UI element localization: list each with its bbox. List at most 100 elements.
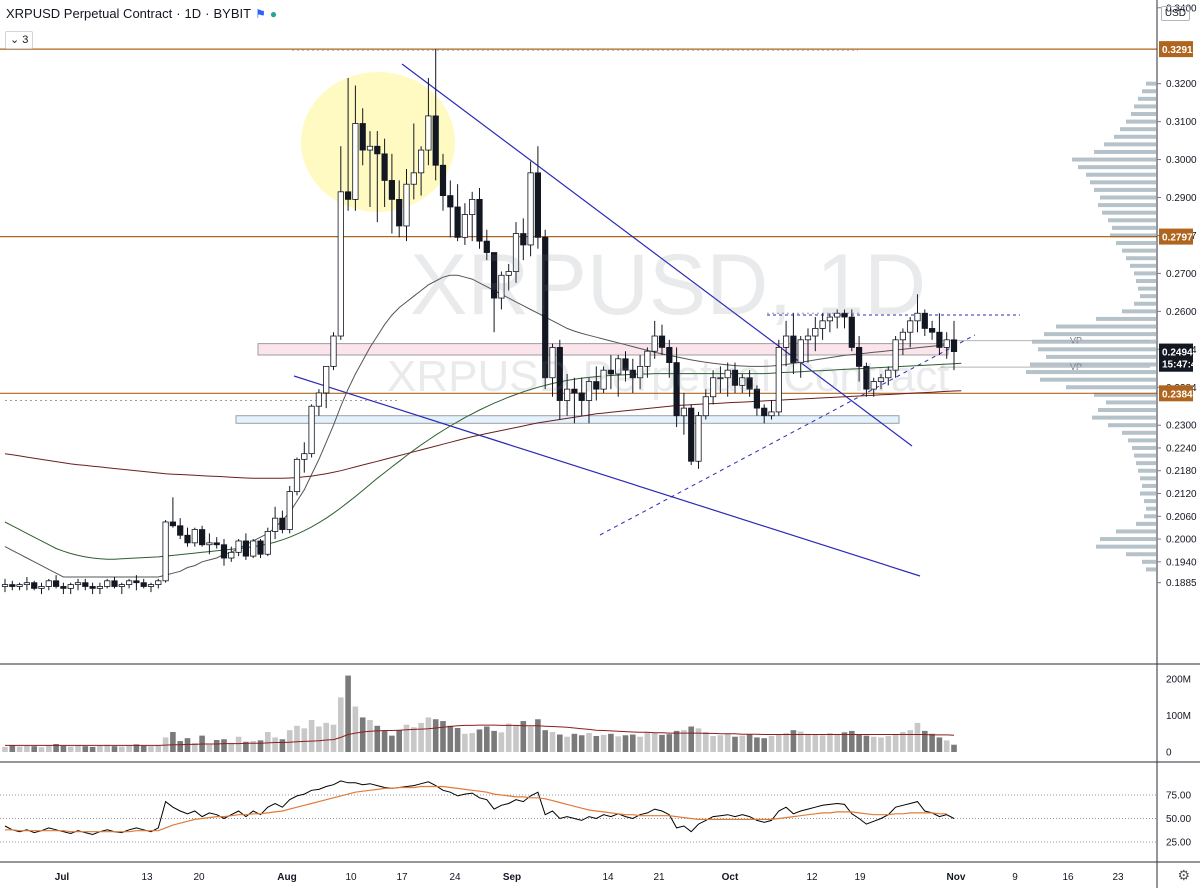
volume-bar <box>557 734 563 752</box>
volume-profile-bar <box>1094 392 1156 397</box>
candle-body <box>600 369 607 390</box>
volume-bar <box>75 745 81 752</box>
candle-body <box>564 388 571 401</box>
time-tick-label: 21 <box>653 872 665 883</box>
symbol-title[interactable]: XRPUSD Perpetual Contract <box>6 6 173 21</box>
candle-body <box>593 381 600 390</box>
volume-bar <box>710 735 716 752</box>
volume-tick-label: 200M <box>1166 675 1191 686</box>
moving-average-line <box>4 362 962 560</box>
candle-body <box>118 584 125 587</box>
volume-bar <box>754 737 760 752</box>
candle-body <box>936 331 943 348</box>
flag-icon[interactable]: ⚑ <box>255 6 266 21</box>
volume-bar <box>192 742 198 752</box>
volume-profile-bar <box>1126 256 1156 261</box>
price-tick-label: 0.2700 <box>1166 269 1197 280</box>
price-tick-label: 0.3100 <box>1166 117 1197 128</box>
volume-profile-bar <box>1102 210 1156 215</box>
volume-bar <box>316 726 322 752</box>
descending-trendline-upper <box>401 63 913 447</box>
candle-body <box>293 458 301 493</box>
volume-bar <box>484 726 490 752</box>
volume-bar <box>724 733 731 752</box>
volume-profile-bar <box>1112 225 1156 230</box>
candle-body <box>279 517 286 530</box>
volume-bar <box>827 733 833 752</box>
volume-bar <box>213 739 220 752</box>
volume-bar <box>622 735 629 752</box>
trend-lines <box>293 63 1020 577</box>
volume-bar <box>257 740 264 752</box>
candle-body <box>191 529 198 544</box>
volume-profile-bar <box>1110 233 1156 238</box>
volume-profile-bar <box>1094 149 1156 154</box>
volume-profile-bar <box>1122 309 1156 314</box>
candle-body <box>9 584 16 587</box>
volume-profile-bar <box>1146 506 1156 511</box>
candle-body <box>615 358 622 375</box>
candle-body <box>870 381 877 390</box>
candle-body <box>16 584 23 587</box>
volume-bar <box>381 730 388 752</box>
candle-body <box>359 123 366 151</box>
price-label-badge <box>1159 355 1193 372</box>
volume-bar <box>651 733 658 752</box>
volume-bar <box>637 736 643 752</box>
volume-bar <box>206 744 213 752</box>
candle-body <box>644 350 651 367</box>
volume-bar <box>389 735 395 752</box>
volume-profile-bar <box>1140 294 1156 299</box>
candle-body <box>177 525 184 536</box>
candle-body <box>323 365 330 394</box>
time-tick-label: 13 <box>141 872 153 883</box>
candle-body <box>863 365 870 390</box>
candle-body <box>688 407 695 462</box>
time-tick-label: 10 <box>345 872 357 883</box>
time-tick-label: Jul <box>55 872 70 883</box>
volume-bar <box>951 744 957 752</box>
price-label-text: 0.2494 <box>1162 348 1193 359</box>
volume-bar <box>812 734 819 752</box>
volume-profile-bar <box>1086 172 1156 177</box>
volume-bar <box>89 746 96 752</box>
volume-bar <box>330 724 337 752</box>
volume-bar <box>819 735 826 752</box>
interval-label[interactable]: 1D <box>184 6 202 21</box>
price-label-badge <box>1159 343 1193 360</box>
candle-body <box>403 183 410 227</box>
candle-body <box>907 320 914 333</box>
volume-profile-bar <box>1116 241 1156 246</box>
candle-body <box>834 312 841 318</box>
volume-bar <box>221 739 227 752</box>
volume-profile-bar <box>1104 142 1156 147</box>
volume-bar <box>97 745 103 752</box>
volume-profile-bar <box>1044 332 1156 337</box>
exchange-label[interactable]: BYBIT <box>213 6 252 21</box>
volume-profile-bar <box>1122 430 1156 435</box>
volume-bar <box>666 734 673 752</box>
volume-profile-bar <box>1146 81 1156 86</box>
candle-body <box>542 236 549 379</box>
volume-bar <box>155 745 162 752</box>
candle-body <box>929 328 936 333</box>
candle-body <box>476 198 483 242</box>
time-tick-label: 19 <box>854 872 866 883</box>
volume-bar <box>447 725 454 752</box>
volume-bar <box>863 735 870 752</box>
candle-body <box>914 312 921 322</box>
candle-body <box>483 240 490 253</box>
candle-body <box>447 195 454 208</box>
candle-body <box>257 540 264 555</box>
currency-button[interactable]: USD <box>1160 6 1190 21</box>
volume-profile-bar <box>1142 559 1156 564</box>
candle-body <box>366 145 374 151</box>
volume-profile-bar <box>1096 544 1156 549</box>
price-tick-label: 0.1940 <box>1166 557 1197 568</box>
gear-icon[interactable]: ⚙ <box>1177 867 1190 883</box>
volume-bar <box>367 719 373 752</box>
candle-body <box>235 540 242 553</box>
indicators-toggle[interactable]: ⌄ 3 <box>5 31 34 49</box>
